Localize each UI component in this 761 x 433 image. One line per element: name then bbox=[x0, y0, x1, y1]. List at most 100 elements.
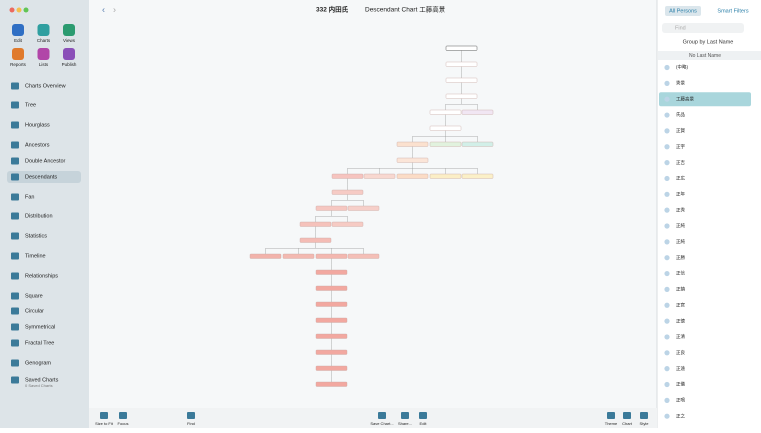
person-box[interactable] bbox=[461, 173, 494, 179]
tool-icon[interactable] bbox=[37, 48, 50, 60]
person-box[interactable] bbox=[315, 269, 348, 275]
person-name[interactable]: 正徳 bbox=[676, 317, 685, 324]
person-name[interactable]: 正之 bbox=[676, 412, 685, 419]
group-by[interactable]: Group by Last Name bbox=[683, 39, 734, 45]
nav-item[interactable]: Ancestors bbox=[25, 142, 50, 148]
toolbar-icon[interactable] bbox=[640, 412, 648, 419]
toolbar-icon[interactable] bbox=[607, 412, 615, 419]
tab[interactable]: Smart Filters bbox=[717, 8, 748, 14]
person-box[interactable] bbox=[331, 221, 364, 227]
nav-item[interactable]: Genogram bbox=[25, 360, 51, 366]
nav-item[interactable]: Charts Overview bbox=[25, 83, 66, 89]
person-name[interactable]: 正秀 bbox=[676, 206, 685, 213]
nav-icon bbox=[11, 121, 19, 129]
forward-button[interactable]: › bbox=[113, 4, 116, 14]
person-box[interactable] bbox=[315, 253, 348, 259]
toolbar-icon[interactable] bbox=[187, 412, 195, 419]
person-name[interactable]: 秀景 bbox=[676, 80, 685, 87]
nav-item[interactable]: Timeline bbox=[25, 253, 46, 259]
person-box[interactable] bbox=[331, 189, 364, 195]
person-box[interactable] bbox=[363, 173, 396, 179]
person-name[interactable]: (中略) bbox=[676, 64, 688, 71]
person-box[interactable] bbox=[315, 301, 348, 307]
person-box[interactable] bbox=[315, 365, 348, 371]
person-name[interactable]: 正良 bbox=[676, 349, 685, 356]
nav-icon bbox=[11, 232, 19, 240]
person-name[interactable]: 正吉 bbox=[676, 160, 685, 166]
person-box[interactable] bbox=[445, 61, 478, 67]
tab[interactable]: All Persons bbox=[669, 8, 697, 14]
person-name[interactable]: 正遠 bbox=[676, 365, 685, 372]
tool-icon[interactable] bbox=[12, 48, 24, 60]
person-name[interactable]: 正清 bbox=[676, 333, 685, 340]
toolbar-icon[interactable] bbox=[401, 412, 409, 419]
person-box[interactable] bbox=[347, 205, 380, 211]
search-field[interactable] bbox=[662, 23, 744, 33]
zoom-button[interactable] bbox=[23, 7, 29, 13]
person-box[interactable] bbox=[445, 45, 478, 51]
person-name[interactable]: 正儀 bbox=[676, 381, 685, 387]
nav-item[interactable]: Distribution bbox=[25, 213, 53, 219]
person-name[interactable]: 正鎮 bbox=[676, 286, 685, 293]
person-name[interactable]: 正賀 bbox=[676, 127, 685, 134]
person-box[interactable] bbox=[282, 253, 315, 259]
nav-item[interactable]: Symmetrical bbox=[25, 324, 55, 330]
person-box[interactable] bbox=[396, 173, 429, 179]
person-box[interactable] bbox=[445, 77, 478, 83]
person-name[interactable]: 正純 bbox=[676, 238, 685, 244]
nav-item[interactable]: Circular bbox=[25, 308, 44, 314]
toolbar-icon[interactable] bbox=[623, 412, 631, 419]
toolbar-icon[interactable] bbox=[119, 412, 127, 419]
person-box[interactable] bbox=[331, 173, 364, 179]
person-name[interactable]: 正鳴 bbox=[676, 397, 685, 404]
person-box[interactable] bbox=[429, 125, 462, 131]
person-name[interactable]: 正信 bbox=[676, 270, 685, 277]
nav-item[interactable]: Hourglass bbox=[25, 122, 50, 128]
close-button[interactable] bbox=[9, 7, 15, 13]
tool-icon[interactable] bbox=[63, 48, 75, 60]
person-box[interactable] bbox=[429, 109, 462, 115]
back-button[interactable]: ‹ bbox=[102, 4, 105, 14]
tool-icon[interactable] bbox=[63, 24, 75, 36]
person-name[interactable]: 正勝 bbox=[676, 254, 685, 261]
person-box[interactable] bbox=[315, 205, 348, 211]
nav-item[interactable]: Fractal Tree bbox=[25, 340, 54, 346]
minimize-button[interactable] bbox=[16, 7, 22, 13]
person-box[interactable] bbox=[347, 253, 380, 259]
nav-item[interactable]: Fan bbox=[25, 194, 34, 200]
toolbar-icon[interactable] bbox=[100, 412, 108, 419]
toolbar-icon[interactable] bbox=[378, 412, 386, 419]
nav-item[interactable]: Saved Charts bbox=[25, 377, 59, 383]
person-box[interactable] bbox=[315, 349, 348, 355]
nav-item[interactable]: Tree bbox=[25, 102, 36, 108]
person-box[interactable] bbox=[299, 237, 332, 243]
person-box[interactable] bbox=[315, 333, 348, 339]
person-name[interactable]: 正純 bbox=[676, 222, 685, 228]
person-box[interactable] bbox=[249, 253, 282, 259]
tool-icon[interactable] bbox=[37, 24, 50, 36]
person-box[interactable] bbox=[315, 285, 348, 291]
person-box[interactable] bbox=[396, 157, 429, 163]
nav-item[interactable]: Square bbox=[25, 293, 43, 299]
nav-item[interactable]: Relationships bbox=[25, 273, 58, 279]
tool-icon[interactable] bbox=[12, 24, 24, 36]
person-name[interactable]: 工藤高景 bbox=[676, 95, 694, 102]
person-box[interactable] bbox=[315, 381, 348, 387]
nav-item[interactable]: Double Ancestor bbox=[25, 158, 66, 164]
nav-item[interactable]: Descendants bbox=[25, 174, 57, 180]
person-box[interactable] bbox=[429, 141, 462, 147]
person-name[interactable]: 正官 bbox=[676, 301, 685, 308]
toolbar-icon[interactable] bbox=[419, 412, 427, 419]
person-box[interactable] bbox=[315, 317, 348, 323]
person-name[interactable]: 正宇 bbox=[676, 143, 685, 149]
person-name[interactable]: 正広 bbox=[676, 175, 685, 182]
person-box[interactable] bbox=[445, 93, 478, 99]
person-box[interactable] bbox=[429, 173, 462, 179]
nav-item[interactable]: Statistics bbox=[25, 233, 47, 239]
person-box[interactable] bbox=[299, 221, 332, 227]
person-name[interactable]: 正年 bbox=[676, 190, 685, 197]
person-name[interactable]: 氏品 bbox=[676, 111, 685, 118]
person-box[interactable] bbox=[461, 109, 494, 115]
person-box[interactable] bbox=[396, 141, 429, 147]
person-box[interactable] bbox=[461, 141, 494, 147]
